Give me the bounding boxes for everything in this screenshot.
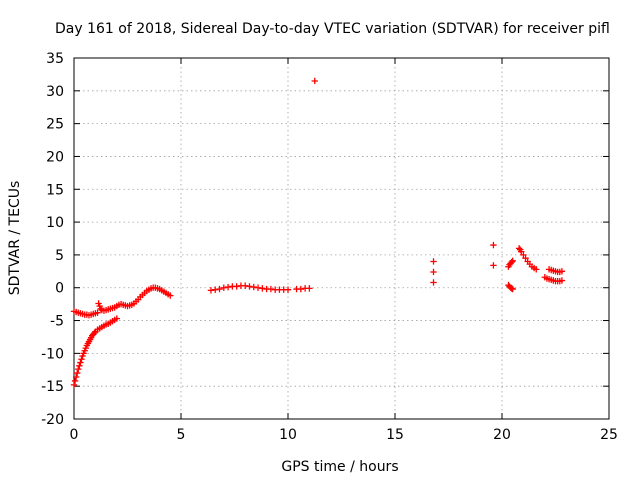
plot-frame xyxy=(73,57,610,420)
data-point xyxy=(508,258,515,266)
data-point xyxy=(267,285,275,293)
data-point xyxy=(233,283,240,290)
data-point xyxy=(284,286,292,293)
data-point xyxy=(515,245,523,252)
data-point xyxy=(509,257,516,265)
data-point xyxy=(220,284,227,291)
data-point xyxy=(91,329,98,337)
data-point xyxy=(306,285,313,292)
y-tick-label: -10 xyxy=(41,346,64,362)
y-tick-label: -15 xyxy=(41,379,64,395)
y-axis-label: SDTVAR / TECUs xyxy=(7,181,23,296)
data-point xyxy=(70,381,78,389)
data-point xyxy=(518,248,525,255)
x-tick-label: 20 xyxy=(493,427,511,443)
data-point xyxy=(490,262,497,269)
y-tick-label: 35 xyxy=(46,51,64,67)
axis-ticks: 0 5 10 15 20 25 -20 -15 -10 -5 0 5 10 15 20 25 30 35 xyxy=(41,51,618,443)
data-point xyxy=(207,287,215,294)
data-point xyxy=(533,266,540,273)
data-point xyxy=(430,258,437,265)
data-point xyxy=(430,268,437,276)
data-point xyxy=(430,279,437,286)
data-point xyxy=(77,359,84,366)
y-tick-label: 20 xyxy=(46,149,64,165)
x-tick-label: 15 xyxy=(386,427,404,443)
data-point xyxy=(242,282,249,289)
data-point xyxy=(97,305,104,312)
y-tick-label: 15 xyxy=(46,182,64,198)
x-tick-label: 10 xyxy=(279,427,297,443)
data-point xyxy=(250,283,257,291)
chart-title: Day 161 of 2018, Sidereal Day-to-day VTE… xyxy=(55,21,610,37)
data-point xyxy=(72,373,80,381)
x-tick-label: 5 xyxy=(177,427,186,443)
x-tick-label: 25 xyxy=(600,427,618,443)
y-tick-label: -5 xyxy=(50,314,64,330)
data-point xyxy=(74,369,81,377)
x-tick-label: 0 xyxy=(70,427,79,443)
data-point xyxy=(246,283,253,290)
data-point xyxy=(259,285,266,292)
data-point xyxy=(212,286,219,293)
data-point xyxy=(508,285,515,292)
data-point xyxy=(254,284,262,291)
data-point xyxy=(509,285,516,293)
data-point xyxy=(520,251,527,259)
y-tick-label: -20 xyxy=(41,412,64,428)
y-tick-label: 10 xyxy=(46,215,64,231)
data-point xyxy=(297,285,305,293)
data-point xyxy=(224,283,232,291)
data-point xyxy=(71,377,79,385)
x-axis-label: GPS time / hours xyxy=(281,459,398,475)
data-point xyxy=(311,77,318,85)
data-point xyxy=(76,362,83,370)
y-tick-label: 0 xyxy=(55,281,64,297)
data-point xyxy=(113,315,120,322)
y-tick-label: 5 xyxy=(55,248,64,264)
data-point xyxy=(75,365,82,373)
data-point xyxy=(216,285,223,293)
data-point xyxy=(522,254,529,262)
data-point xyxy=(94,309,101,316)
data-points xyxy=(70,77,566,389)
grid xyxy=(74,58,609,419)
data-point xyxy=(78,356,85,363)
data-point xyxy=(167,292,174,299)
y-tick-label: 30 xyxy=(46,84,64,100)
y-tick-label: 25 xyxy=(46,117,64,133)
data-point xyxy=(558,268,566,275)
data-point xyxy=(558,277,566,284)
data-point xyxy=(490,241,497,249)
